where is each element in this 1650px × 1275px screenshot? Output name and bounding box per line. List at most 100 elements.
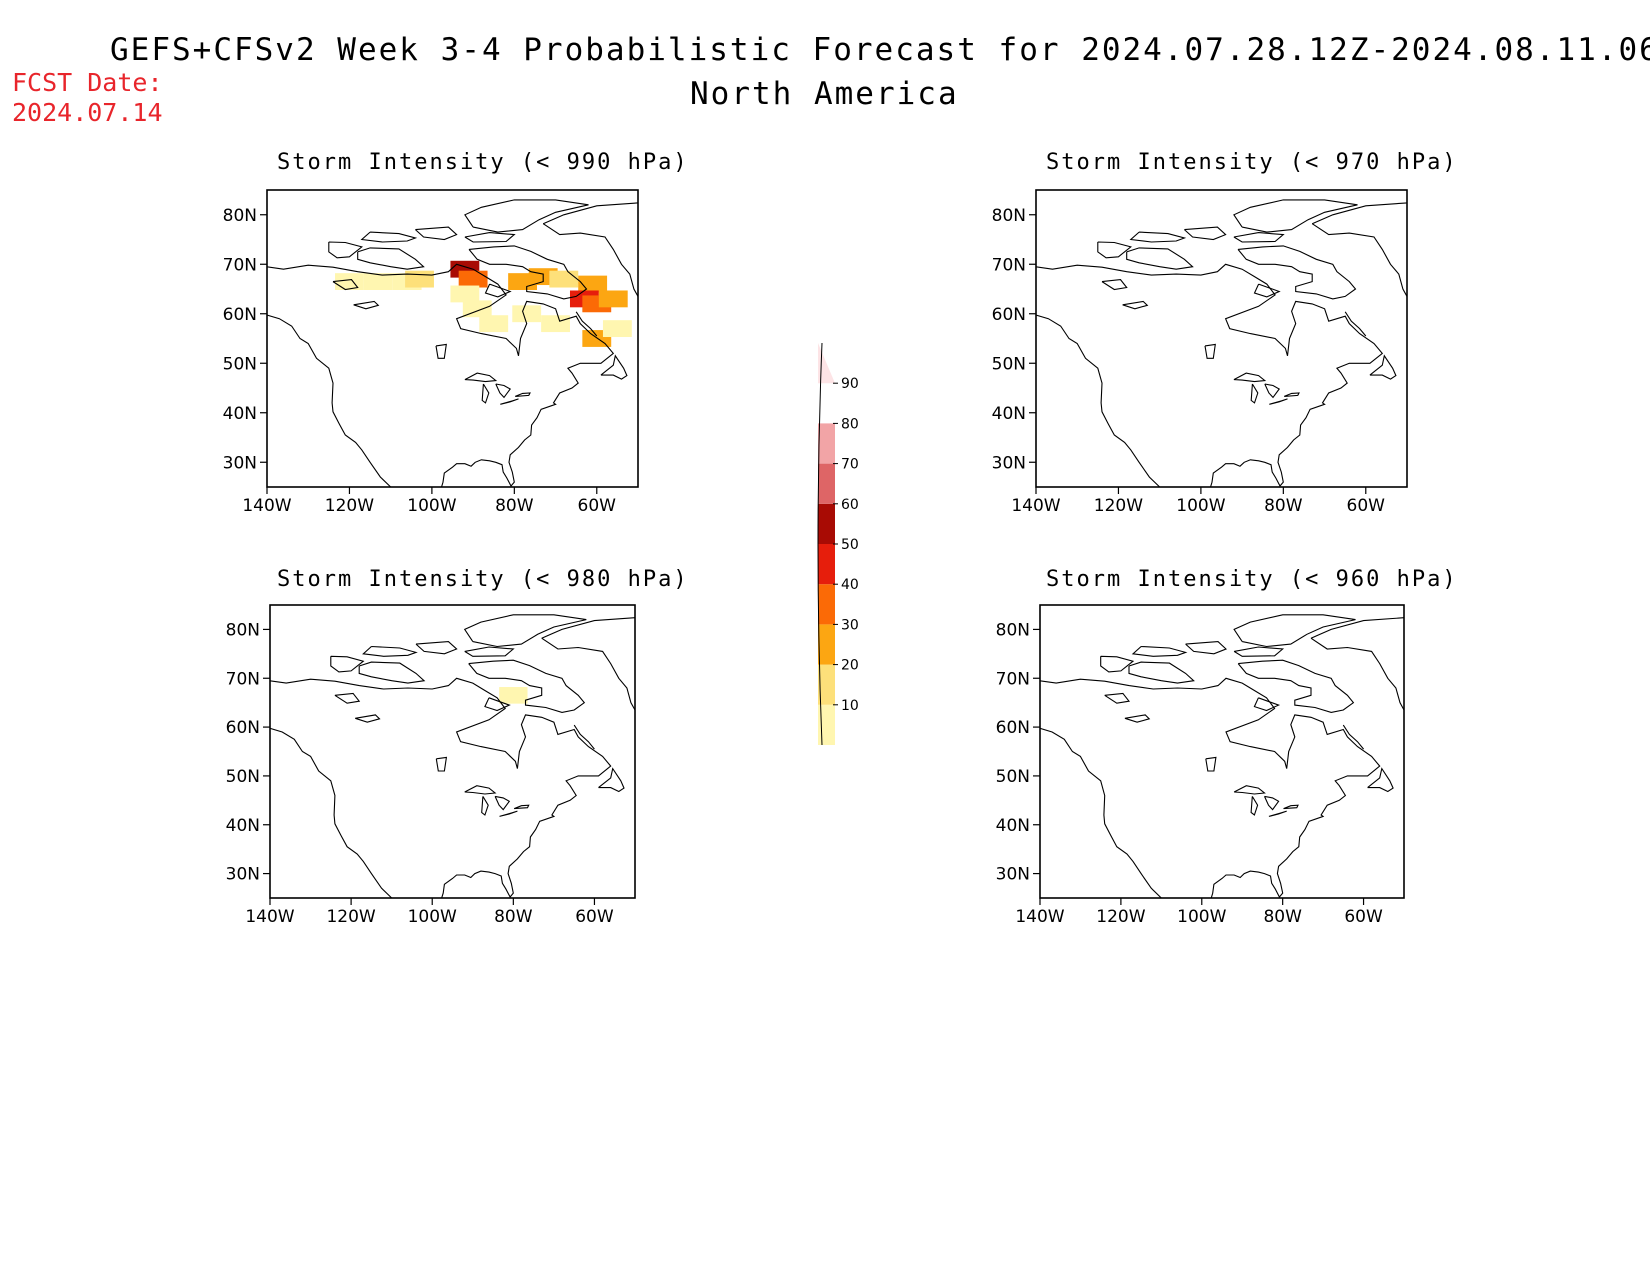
colorbar: 10 20 30 40 50 60 70 80 90 [817, 342, 859, 746]
coastline [1126, 247, 1194, 270]
coastline [1263, 795, 1280, 811]
colorbar-segment [818, 463, 835, 504]
lon-tick-label: 120W [1094, 496, 1143, 516]
lat-tick-label: 40N [992, 404, 1026, 424]
probability-cell [598, 290, 628, 308]
coastline [1233, 199, 1358, 233]
coastline [328, 241, 363, 259]
lon-tick-label: 100W [408, 907, 457, 927]
coastline [1233, 232, 1285, 243]
map-frame [266, 189, 639, 488]
lat-tick-label: 80N [223, 206, 257, 226]
coastline [1233, 646, 1285, 657]
colorbar-segment [818, 664, 835, 705]
coastline [355, 714, 381, 723]
colorbar-label: 60 [841, 497, 859, 513]
coastline [481, 383, 490, 404]
coastline [1101, 279, 1128, 291]
lat-tick-label: 70N [996, 669, 1030, 689]
coastline [353, 300, 380, 310]
coastline [468, 659, 586, 713]
coastline [1269, 398, 1288, 405]
coastline [464, 232, 516, 243]
panel-title-990: Storm Intensity (< 990 hPa) [277, 150, 689, 175]
coastline [1283, 804, 1299, 810]
coastline [1283, 392, 1300, 397]
coastline [332, 279, 359, 291]
coastline [1250, 796, 1259, 816]
probability-cell [458, 270, 488, 288]
lat-tick-label: 40N [223, 404, 257, 424]
coastline [1036, 263, 1384, 487]
lat-tick-label: 80N [226, 620, 260, 640]
lat-tick-label: 50N [992, 354, 1026, 374]
probability-cell [549, 270, 579, 288]
map-panel-1: 80N 70N 60N 50N 40N 30N 140W 120W 100W 80W 60W [223, 189, 639, 516]
lat-tick-label: 30N [996, 865, 1030, 885]
coastline [1185, 641, 1228, 655]
coastlines [1040, 614, 1404, 898]
map-panel-4: 80N 70N 60N 50N 40N 30N 140W 120W 100W 80W 60W [996, 604, 1405, 927]
colorbar-label: 80 [841, 416, 859, 432]
coastline [357, 247, 425, 270]
lat-tick-label: 70N [226, 669, 260, 689]
probability-cell [479, 315, 509, 333]
coastline [1204, 343, 1216, 359]
lat-tick-label: 40N [226, 816, 260, 836]
figure-subtitle: North America [690, 76, 959, 112]
map-frame [1039, 604, 1405, 899]
colorbar-segment [818, 503, 835, 544]
coastline [415, 641, 458, 655]
coastline [575, 311, 598, 337]
coastline [1253, 283, 1281, 298]
coastline [435, 343, 447, 359]
probability-cell [462, 300, 492, 318]
coastline [1131, 645, 1188, 657]
coastline [1311, 202, 1407, 225]
coastline [1250, 383, 1259, 404]
coastline [334, 692, 361, 704]
probability-cell [335, 273, 364, 290]
colorbar-label: 20 [841, 658, 859, 674]
coastline [1268, 810, 1287, 817]
coastline [464, 646, 515, 657]
probability-shading [499, 687, 528, 704]
panel-title-960: Storm Intensity (< 960 hPa) [1046, 567, 1458, 592]
coastline [1310, 637, 1404, 712]
map-panel-2: 80N 70N 60N 50N 40N 30N 140W 120W 100W 80W 60W [992, 189, 1408, 516]
coastline [495, 383, 512, 399]
lon-tick-label: 60W [1347, 496, 1386, 516]
probability-cell [512, 305, 542, 323]
coastline [1124, 714, 1151, 723]
coastline [1122, 300, 1149, 310]
lon-tick-label: 60W [575, 907, 614, 927]
coastline [1129, 231, 1187, 243]
panel-title-980: Storm Intensity (< 980 hPa) [277, 567, 689, 592]
coastline [270, 677, 612, 898]
coastline [435, 756, 448, 772]
coastline [362, 645, 418, 657]
coastline [541, 617, 635, 639]
coastline [267, 263, 615, 487]
panel-title-970: Storm Intensity (< 970 hPa) [1046, 150, 1458, 175]
coastline [267, 314, 392, 487]
lat-tick-label: 70N [223, 255, 257, 275]
coastline [598, 767, 625, 793]
coastline [484, 697, 511, 712]
coastline [542, 202, 638, 225]
colorbar-label: 70 [841, 457, 859, 473]
coastline [1097, 241, 1132, 259]
coastline [494, 795, 511, 811]
coastline [1342, 724, 1365, 750]
coastline [1367, 767, 1394, 793]
lon-tick-label: 140W [245, 907, 294, 927]
lon-tick-label: 80W [1263, 907, 1302, 927]
coastline [514, 392, 531, 397]
coastline [464, 372, 498, 383]
coastline [600, 354, 628, 380]
lat-tick-label: 80N [992, 206, 1026, 226]
lat-tick-label: 30N [992, 453, 1026, 473]
lon-tick-label: 80W [494, 907, 533, 927]
coastline [1036, 314, 1161, 487]
